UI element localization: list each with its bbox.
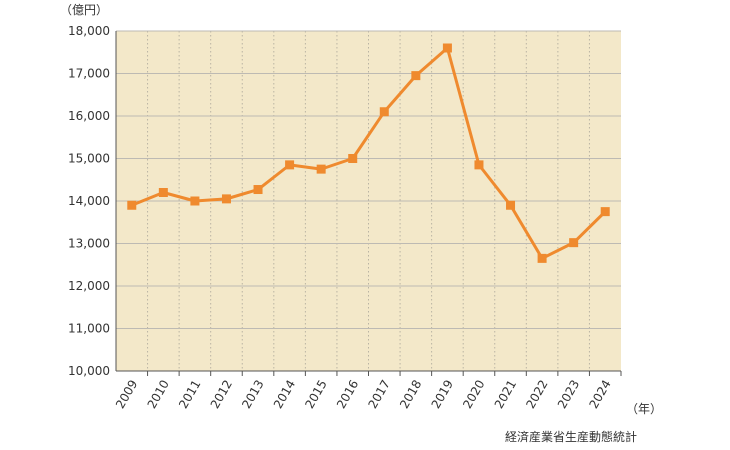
marker — [316, 164, 326, 174]
line — [131, 46, 607, 260]
marker — [253, 185, 263, 195]
marker — [600, 207, 610, 217]
y-tick-label: 14,000 — [68, 194, 110, 208]
marker — [411, 71, 421, 81]
y-tick-label: 17,000 — [68, 67, 110, 81]
marker — [348, 154, 358, 163]
x-tick-label: 2016 — [334, 378, 361, 411]
marker — [379, 107, 389, 117]
marker — [569, 238, 579, 248]
marker — [537, 253, 547, 263]
y-tick-label: 10,000 — [68, 364, 110, 378]
marker — [285, 160, 295, 170]
x-unit: （年） — [626, 402, 662, 416]
x-tick-label: 2020 — [460, 378, 487, 411]
x-tick-label: 2021 — [492, 378, 519, 411]
y-tick-label: 15,000 — [68, 152, 110, 166]
x-tick-label: 2011 — [176, 378, 203, 411]
marker — [442, 43, 452, 53]
y-tick-label: 18,000 — [68, 24, 110, 38]
marker — [127, 200, 137, 210]
y-tick-label: 13,000 — [68, 237, 110, 251]
x-tick-label: 2009 — [113, 378, 140, 411]
marker — [506, 200, 516, 210]
x-tick-label: 2018 — [397, 378, 424, 411]
x-tick-label: 2014 — [271, 378, 298, 411]
x-tick-label: 2010 — [145, 378, 172, 411]
x-tick-label: 2017 — [365, 378, 392, 411]
source: 経済産業省生産動態統計 — [505, 429, 637, 444]
y-tick-label: 11,000 — [68, 322, 110, 336]
marker — [474, 160, 484, 170]
x-tick-label: 2023 — [555, 378, 582, 411]
marker — [221, 194, 231, 204]
y-unit: （億円） — [60, 3, 108, 17]
x-tick-label: 2015 — [302, 378, 329, 411]
x-tick-label: 2019 — [429, 378, 456, 411]
y-tick-label: 12,000 — [68, 279, 110, 293]
y-tick-label: 16,000 — [68, 109, 110, 123]
x-tick-label: 2013 — [239, 378, 266, 411]
x-tick-label: 2022 — [523, 378, 550, 411]
marker — [158, 188, 168, 197]
marker — [190, 196, 200, 206]
x-tick-label: 2024 — [586, 378, 613, 411]
x-tick-label: 2012 — [208, 378, 235, 411]
